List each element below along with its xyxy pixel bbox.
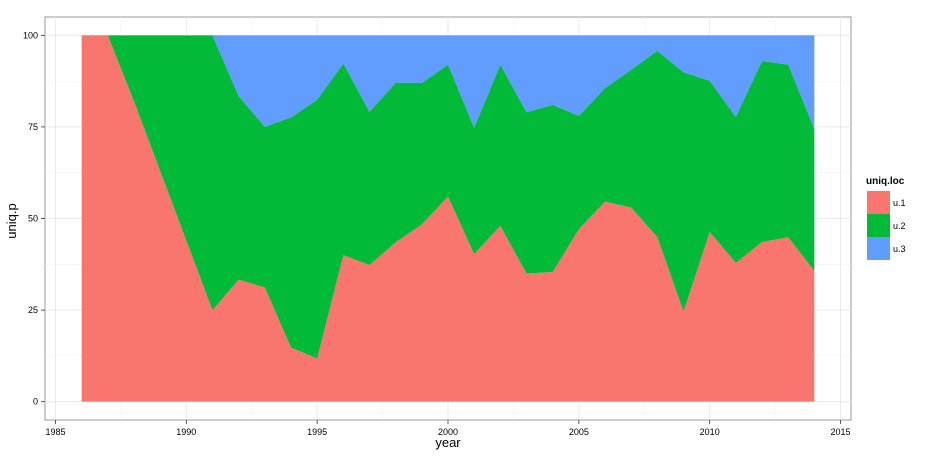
x-axis-label: year <box>435 435 461 450</box>
legend-label-u.3: u.3 <box>893 244 906 254</box>
y-tick-label: 50 <box>28 214 38 224</box>
stacked-areas <box>81 35 815 402</box>
y-tick-label: 25 <box>28 305 38 315</box>
area-u.1 <box>81 35 815 402</box>
y-tick-label: 75 <box>28 122 38 132</box>
legend-title: uniq.loc <box>866 176 905 187</box>
legend-key-u.2 <box>867 214 890 237</box>
x-tick-label: 2005 <box>569 427 589 437</box>
legend-label-u.1: u.1 <box>893 198 906 208</box>
y-tick-label: 0 <box>33 397 38 407</box>
legend: uniq.loc u.1 u.2 u.3 <box>866 176 906 260</box>
area-u.3 <box>81 35 815 130</box>
area-u.2 <box>81 35 815 359</box>
x-tick-label: 2000 <box>438 427 458 437</box>
x-tick-label: 1990 <box>176 427 196 437</box>
y-axis-label: uniq.p <box>4 203 19 238</box>
x-tick-label: 1995 <box>307 427 327 437</box>
legend-label-u.2: u.2 <box>893 221 906 231</box>
x-tick-label: 2015 <box>831 427 851 437</box>
x-tick-label: 2010 <box>700 427 720 437</box>
x-axis: 1985 1990 1995 2000 2005 2010 2015 <box>45 420 851 437</box>
legend-key-u.1 <box>867 191 890 214</box>
x-tick-label: 1985 <box>45 427 65 437</box>
y-axis: 0 25 50 75 100 <box>23 30 45 407</box>
legend-key-u.3 <box>867 237 890 260</box>
y-tick-label: 100 <box>23 30 38 40</box>
